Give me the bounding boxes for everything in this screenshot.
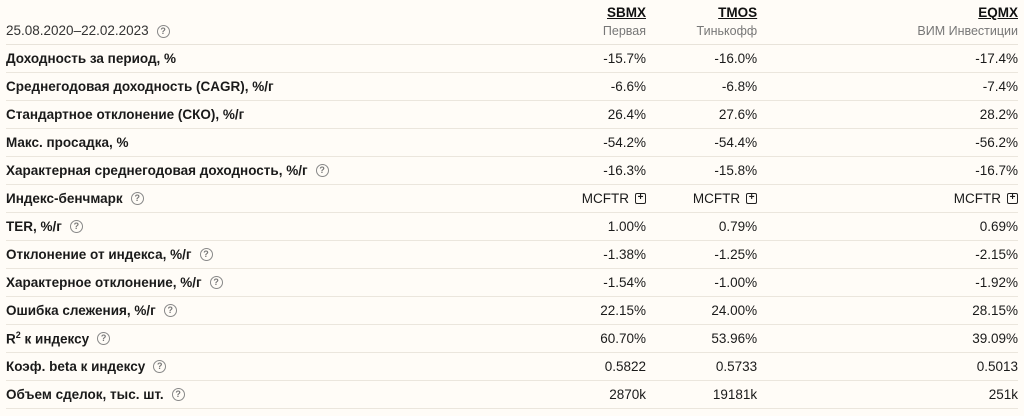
table-row: Макс. просадка, % -54.2% -54.4% -56.2%	[6, 129, 1018, 157]
fund-column-sbmx: SBMX Первая	[535, 0, 646, 44]
row-label: Коэф. beta к индексу	[6, 359, 146, 374]
table-row: Индекс-бенчмарк ? MCFTR + MCFTR + MCFTR …	[6, 185, 1019, 213]
row-value: 60.70%	[600, 331, 647, 346]
help-icon[interactable]: ?	[97, 332, 111, 345]
row-value: -1.25%	[714, 247, 758, 262]
row-value: 26.4%	[607, 107, 647, 122]
row-value: 0.5733	[715, 359, 758, 374]
row-value: -1.00%	[714, 275, 758, 290]
fund-ticker-link[interactable]: TMOS	[718, 5, 758, 20]
row-value: 27.6%	[718, 107, 758, 122]
table-row: Характерная среднегодовая доходность, %/…	[6, 157, 1018, 185]
help-icon[interactable]: ?	[153, 360, 167, 373]
fund-provider: Первая	[602, 24, 647, 38]
row-value: -16.0%	[714, 51, 758, 66]
table-row: R2 к индексу ? 60.70% 53.96% 39.09%	[6, 325, 1018, 353]
row-value: 39.09%	[972, 331, 1019, 346]
row-value: -6.6%	[610, 79, 647, 94]
row-label: Характерная среднегодовая доходность, %/…	[6, 163, 308, 178]
table-row: Объем сделок, тыс. шт. ? 2870k 19181k 25…	[6, 381, 1018, 409]
row-label: Доходность за период, %	[6, 51, 177, 66]
row-label: Среднегодовая доходность (CAGR), %/г	[6, 79, 274, 94]
row-value: 28.2%	[979, 107, 1019, 122]
fund-provider: ВИМ Инвестиции	[917, 24, 1019, 38]
row-value: -54.2%	[603, 135, 647, 150]
row-value: 1.00%	[607, 219, 647, 234]
help-icon[interactable]: ?	[315, 164, 329, 177]
row-label: Стандартное отклонение (СКО), %/г	[6, 107, 245, 122]
table-row: Ошибка слежения, %/г ? 22.15% 24.00% 28.…	[6, 297, 1018, 325]
add-benchmark-icon[interactable]: +	[1007, 193, 1019, 204]
row-value: -16.7%	[975, 163, 1019, 178]
row-value: -15.7%	[603, 51, 647, 66]
row-value: 28.15%	[972, 303, 1019, 318]
fund-ticker-link[interactable]: EQMX	[978, 5, 1019, 20]
row-label: Характерное отклонение, %/г	[6, 275, 202, 290]
benchmark-name: MCFTR	[953, 191, 1002, 206]
row-value: -56.2%	[975, 135, 1019, 150]
table-row: Отклонение от индекса, %/г ? -1.38% -1.2…	[6, 241, 1018, 269]
row-value: 24.00%	[711, 303, 758, 318]
benchmark-name: MCFTR	[581, 191, 630, 206]
row-label-r2: R2 к индексу	[6, 330, 90, 347]
benchmark-name: MCFTR	[692, 191, 741, 206]
table-row: Характерное отклонение, %/г ? -1.54% -1.…	[6, 269, 1018, 297]
row-value: 2870k	[609, 387, 647, 402]
row-value: -7.4%	[982, 79, 1019, 94]
table-row: Доходность за период, % -15.7% -16.0% -1…	[6, 45, 1018, 73]
help-icon[interactable]: ?	[163, 304, 177, 317]
row-value: 251k	[988, 387, 1019, 402]
row-value: -2.15%	[975, 247, 1019, 262]
row-value: -1.54%	[603, 275, 647, 290]
row-value: -1.92%	[975, 275, 1019, 290]
fund-provider: Тинькофф	[696, 24, 758, 38]
period-cell: 25.08.2020–22.02.2023 ?	[6, 0, 535, 44]
table-row: Стандартное отклонение (СКО), %/г 26.4% …	[6, 101, 1018, 129]
row-label: TER, %/г	[6, 219, 62, 234]
help-icon[interactable]: ?	[130, 192, 144, 205]
fund-column-eqmx: EQMX ВИМ Инвестиции	[757, 0, 1018, 44]
row-value: 22.15%	[600, 303, 647, 318]
row-label: Макс. просадка, %	[6, 135, 129, 150]
help-icon[interactable]: ?	[209, 276, 223, 289]
row-value: 0.69%	[979, 219, 1019, 234]
help-icon[interactable]: ?	[69, 220, 83, 233]
row-value: -1.38%	[603, 247, 647, 262]
row-value: -16.3%	[603, 163, 647, 178]
table-header: 25.08.2020–22.02.2023 ? SBMX Первая TMOS…	[6, 0, 1018, 45]
add-benchmark-icon[interactable]: +	[746, 193, 758, 204]
add-benchmark-icon[interactable]: +	[635, 193, 647, 204]
row-value: 0.5822	[604, 359, 647, 374]
help-icon[interactable]: ?	[171, 388, 185, 401]
fund-column-tmos: TMOS Тинькофф	[646, 0, 758, 44]
row-value: 0.5013	[976, 359, 1019, 374]
table-row: Коэф. beta к индексу ? 0.5822 0.5733 0.5…	[6, 353, 1018, 381]
fund-ticker-link[interactable]: SBMX	[607, 5, 647, 20]
table-row: TER, %/г ? 1.00% 0.79% 0.69%	[6, 213, 1018, 241]
help-icon[interactable]: ?	[156, 25, 170, 38]
row-value: -54.4%	[714, 135, 758, 150]
row-label: Ошибка слежения, %/г	[6, 303, 156, 318]
row-value: -15.8%	[714, 163, 758, 178]
row-label: Объем сделок, тыс. шт.	[6, 387, 164, 402]
row-value: 53.96%	[711, 331, 758, 346]
row-label: Индекс-бенчмарк	[6, 191, 123, 206]
table-row: Среднегодовая доходность (CAGR), %/г -6.…	[6, 73, 1018, 101]
row-label: Отклонение от индекса, %/г	[6, 247, 192, 262]
row-value: -6.8%	[721, 79, 758, 94]
help-icon[interactable]: ?	[199, 248, 213, 261]
row-value: 19181k	[712, 387, 758, 402]
row-value: 0.79%	[718, 219, 758, 234]
period-label: 25.08.2020–22.02.2023	[6, 23, 149, 38]
row-value: -17.4%	[975, 51, 1019, 66]
